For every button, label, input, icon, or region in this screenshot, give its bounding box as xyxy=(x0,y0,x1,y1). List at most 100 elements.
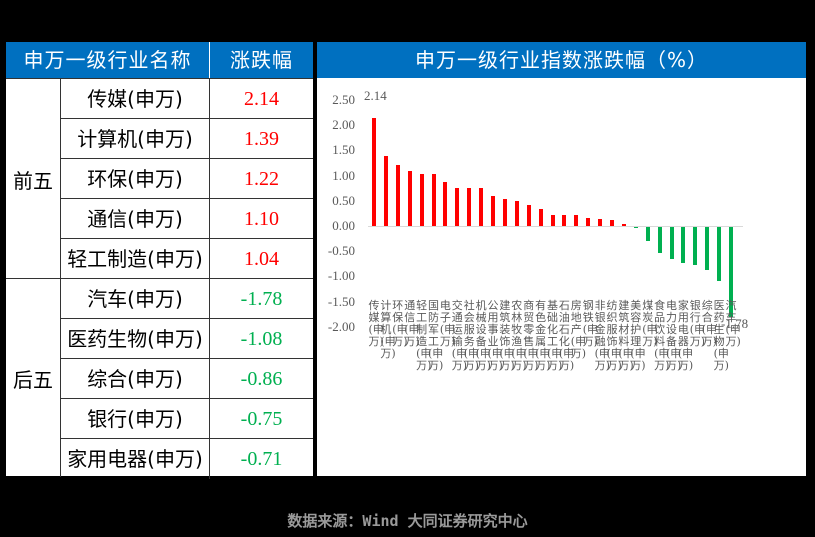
bar xyxy=(550,214,555,226)
bar xyxy=(586,217,591,226)
x-axis-label: 美容护理(申万) xyxy=(630,299,646,372)
x-axis-label: 钢铁(申万) xyxy=(582,299,598,348)
change-value: -0.86 xyxy=(240,368,283,390)
industry-name: 医药生物(申万) xyxy=(61,319,210,359)
bar xyxy=(705,227,710,271)
table-row: 通信(申万) 1.10 xyxy=(61,199,313,239)
x-axis-label: 家用电器(申万) xyxy=(677,299,694,372)
x-axis-label: 综合(申万) xyxy=(701,299,717,348)
table-row: 医药生物(申万) -1.08 xyxy=(61,319,313,359)
group-bottom-five: 后五 汽车(申万) -1.78 医药生物(申万) -1.08 综合(申万) -0… xyxy=(6,278,313,479)
x-axis-label: 基础化工(申万) xyxy=(547,299,563,372)
x-axis-label: 汽车(申万) xyxy=(725,299,741,348)
header-change-pct: 涨跌幅（%） xyxy=(230,48,293,108)
y-axis-tick: 1.00 xyxy=(332,167,355,183)
group-label: 后五 xyxy=(6,279,61,477)
data-label: 2.14 xyxy=(364,88,387,104)
x-axis-label: 食品饮料(申万) xyxy=(654,299,670,372)
bar xyxy=(562,214,567,226)
table-row: 传媒(申万) 2.14 xyxy=(61,79,313,119)
chart-panel: 申万一级行业指数涨跌幅（%） 2.50 2.00 1.50 1.00 0.50 0.00 -… xyxy=(317,42,806,476)
bar xyxy=(526,204,531,226)
x-axis-label: 电子(申万) xyxy=(439,299,456,348)
x-axis-label: 建筑材料(申万) xyxy=(618,299,634,372)
bar xyxy=(502,198,507,226)
x-axis-label: 轻工制造(申万) xyxy=(416,299,432,372)
y-axis-tick: -2.00 xyxy=(327,318,355,334)
top-bottom-table: 申万一级行业名称 涨跌幅（%） 前五 传媒(申万) 2.14 计算机(申万) 1… xyxy=(6,42,313,479)
bar xyxy=(372,118,376,226)
industry-name: 传媒(申万) xyxy=(61,79,210,119)
chart-title: 申万一级行业指数涨跌幅（%） xyxy=(317,42,806,78)
x-axis-label: 农林牧渔(申万) xyxy=(511,299,527,372)
change-value: -0.75 xyxy=(240,408,283,430)
bar xyxy=(419,173,424,226)
zero-axis-line xyxy=(368,226,743,227)
industry-name: 计算机(申万) xyxy=(61,119,210,159)
table-row: 银行(申万) -0.75 xyxy=(61,399,313,439)
industry-name: 银行(申万) xyxy=(61,399,210,439)
table-row: 计算机(申万) 1.39 xyxy=(61,119,313,159)
industry-name: 汽车(申万) xyxy=(61,279,210,319)
change-value: -0.71 xyxy=(240,448,283,470)
x-axis-label: 石油石化(申万) xyxy=(558,299,575,372)
y-axis-tick: 0.00 xyxy=(332,218,355,233)
x-axis-label: 建筑装饰(申万) xyxy=(499,299,515,372)
bar xyxy=(491,195,495,226)
industry-name: 综合(申万) xyxy=(61,359,210,399)
table-header: 申万一级行业名称 涨跌幅（%） xyxy=(6,42,313,108)
x-axis-label: 煤炭(申万) xyxy=(642,299,658,348)
change-value: 1.39 xyxy=(244,128,279,150)
x-axis-label: 房地产(申万) xyxy=(570,299,587,360)
x-axis-label: 电力设备(申万) xyxy=(666,299,682,372)
x-axis-label: 社会服务(申万) xyxy=(463,299,479,372)
x-axis-label: 医药生物(申万) xyxy=(713,299,729,372)
bar xyxy=(717,227,722,282)
y-axis-tick: 2.50 xyxy=(332,92,355,107)
y-axis-tick: 0.50 xyxy=(332,192,355,208)
table-row: 家用电器(申万) -0.71 xyxy=(61,439,313,479)
data-label: -1.78 xyxy=(721,315,749,331)
bar xyxy=(693,227,698,265)
table-row: 汽车(申万) -1.78 xyxy=(61,279,313,319)
y-axis-tick: -0.50 xyxy=(327,243,355,259)
bar xyxy=(538,208,543,226)
bar xyxy=(729,227,733,317)
x-axis-label: 商贸零售(申万) xyxy=(523,299,539,372)
x-axis-label: 环保(申万) xyxy=(392,299,408,348)
change-value: 1.10 xyxy=(244,208,279,230)
x-axis-label: 计算机(申万) xyxy=(380,299,396,360)
x-axis-label: 纺织服饰(申万) xyxy=(606,299,622,372)
bar-chart: 2.50 2.00 1.50 1.00 0.50 0.00 -0.50 -1.00 -1.50 -… xyxy=(317,78,806,476)
table-row: 综合(申万) -0.86 xyxy=(61,359,313,399)
industry-name: 通信(申万) xyxy=(61,199,210,239)
x-axis-label: 传媒(申万) xyxy=(368,299,384,348)
bar xyxy=(455,188,460,226)
bar xyxy=(669,227,674,260)
bar xyxy=(431,174,436,226)
bar xyxy=(657,227,662,254)
bar xyxy=(395,164,400,226)
x-axis-label: 银行(申万) xyxy=(689,299,706,348)
x-axis-label: 非银金融(申万) xyxy=(594,299,610,372)
industry-name: 轻工制造(申万) xyxy=(61,239,210,279)
y-axis-tick: -1.00 xyxy=(327,268,355,284)
group-top-five: 前五 传媒(申万) 2.14 计算机(申万) 1.39 环保(申万) 1.22 … xyxy=(6,78,313,279)
group-label: 前五 xyxy=(6,79,61,279)
change-value: 2.14 xyxy=(244,88,279,110)
change-value: -1.08 xyxy=(240,328,283,350)
y-axis-tick: 1.50 xyxy=(332,142,355,158)
bar xyxy=(633,227,638,228)
x-axis-label: 通信(申万) xyxy=(404,299,420,348)
bar xyxy=(514,200,519,226)
bar xyxy=(621,223,626,226)
bar xyxy=(610,219,614,226)
x-axis-label: 国防军工(申万) xyxy=(428,299,444,372)
bar xyxy=(645,227,650,242)
data-source-footer: 数据来源：Wind 大同证券研究中心 xyxy=(287,512,528,530)
y-axis-tick: 2.00 xyxy=(332,117,355,133)
x-axis-label: 交通运输(申万) xyxy=(451,299,468,372)
bar xyxy=(407,170,412,226)
x-axis-label: 机械设备(申万) xyxy=(475,299,491,372)
x-axis-label: 有色金属(申万) xyxy=(535,299,551,372)
